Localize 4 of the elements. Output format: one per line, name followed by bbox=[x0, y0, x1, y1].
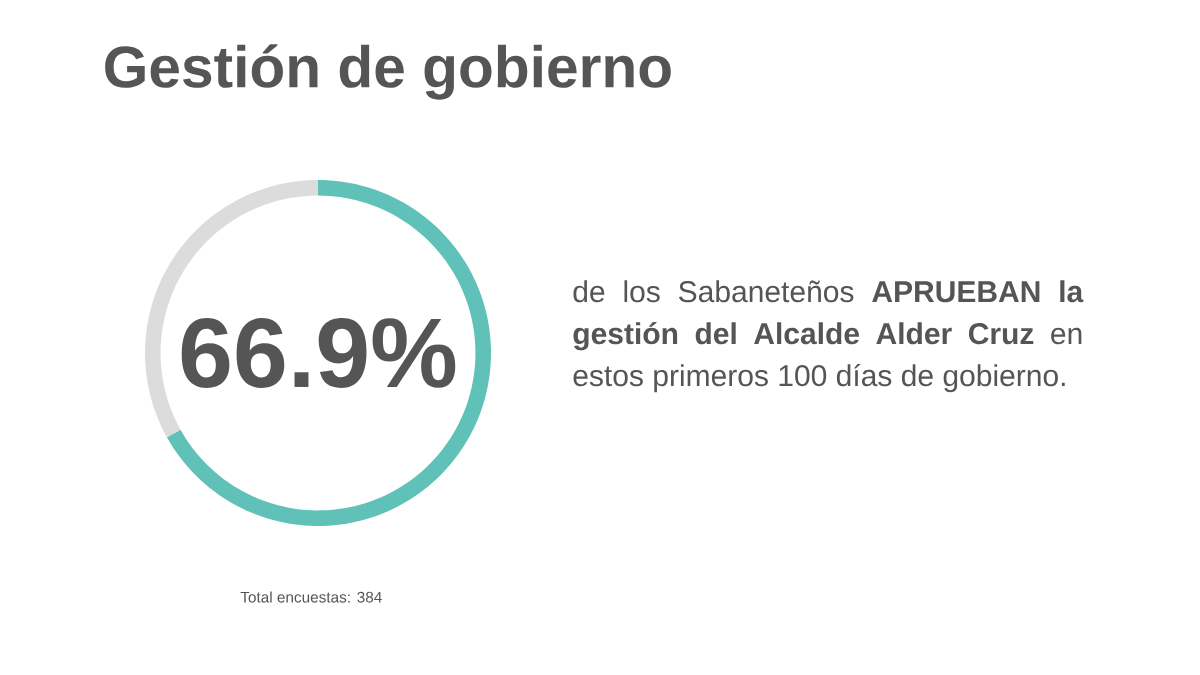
text: Total encuestas: 384 bbox=[240, 591, 382, 603]
text: de los Sabaneteños APRUEBAN la gestión del Alcalde Alder Cruz en estos primeros 100 días de gobierno. bbox=[573, 280, 1084, 393]
chart-title: Gestión de gobierno bbox=[105, 44, 671, 100]
data-label: 66.9% bbox=[181, 318, 456, 388]
